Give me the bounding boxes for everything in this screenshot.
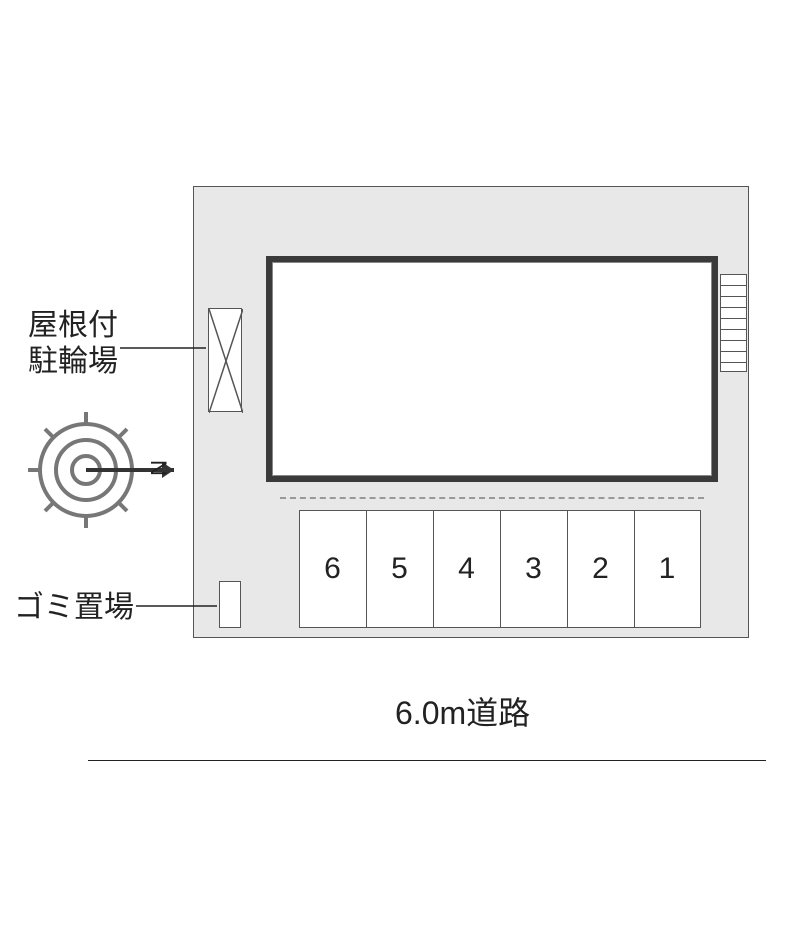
road-label: 6.0m道路 <box>395 688 530 734</box>
site-plan-canvas: 屋根付 駐輪場 6 5 4 3 2 1 ゴミ置場 6.0m道路 <box>0 0 800 942</box>
road-line <box>88 760 766 761</box>
compass-north-letter: N <box>145 460 171 476</box>
